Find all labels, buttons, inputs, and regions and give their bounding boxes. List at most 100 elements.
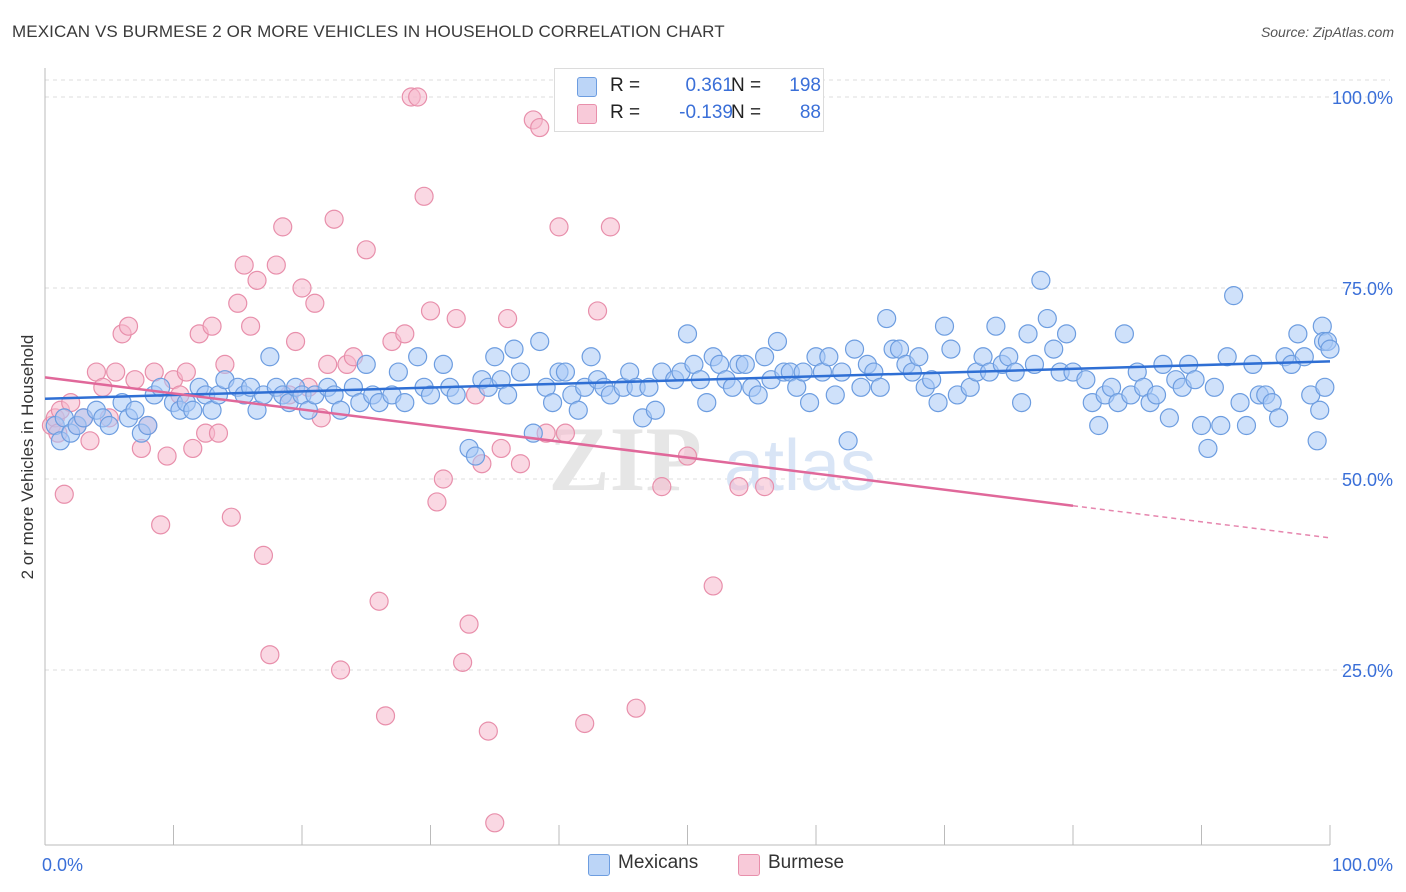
burmese-point — [498, 308, 518, 329]
burmese-point — [459, 614, 479, 634]
burmese-point — [575, 713, 595, 734]
burmese-point — [408, 87, 428, 107]
burmese-point — [510, 454, 531, 474]
mexicans-point — [832, 362, 852, 382]
burmese-point — [176, 362, 196, 382]
burmese-point — [485, 813, 505, 833]
burmese-point — [729, 477, 749, 497]
mexicans-point — [510, 362, 531, 382]
burmese-point — [228, 293, 248, 313]
mexicans-point — [1159, 408, 1179, 428]
burmese-swatch — [738, 854, 760, 876]
burmese-point — [125, 370, 145, 390]
y-tick-label: 100.0% — [1332, 88, 1393, 108]
mexicans-point — [735, 354, 755, 374]
burmese-point — [260, 645, 280, 665]
burmese-trend-line — [44, 376, 1074, 507]
mexicans-point — [934, 316, 955, 336]
mexicans-point — [748, 385, 768, 405]
burmese-point — [600, 217, 621, 237]
burmese-point — [93, 377, 113, 397]
mexicans-point — [1315, 377, 1335, 397]
mexicans-point — [1011, 393, 1032, 413]
watermark: ZIP atlas — [548, 408, 876, 510]
mexicans-point — [555, 362, 576, 382]
burmese-point — [433, 469, 453, 489]
burmese-point — [266, 255, 286, 275]
mexicans-point — [1268, 408, 1289, 428]
mexicans-point — [388, 362, 408, 382]
burmese-point — [491, 438, 511, 459]
mexicans-point — [645, 400, 665, 420]
burmese-point — [157, 446, 177, 466]
mexicans-point — [465, 446, 486, 466]
mexicans-point — [1217, 347, 1237, 367]
burmese-point — [375, 706, 396, 726]
mexicans-point — [1114, 324, 1135, 344]
burmese-point — [221, 507, 241, 527]
burmese-point — [324, 209, 344, 229]
burmese-point — [530, 117, 550, 138]
trend-lines — [44, 360, 1331, 539]
mexicans-point — [138, 415, 158, 436]
burmese-point — [253, 545, 274, 566]
burmese-point — [549, 217, 569, 237]
burmese-point — [202, 316, 222, 336]
mexicans-point — [1310, 400, 1330, 420]
mexicans-point — [125, 400, 145, 420]
mexicans-point — [330, 400, 351, 420]
mexicans-point — [1056, 324, 1077, 344]
mexicans-point — [433, 354, 453, 374]
mexicans-point — [446, 385, 466, 405]
burmese-point — [292, 278, 312, 298]
mexicans-point — [504, 339, 524, 359]
mexicans-point — [825, 385, 845, 405]
mexicans-point — [844, 339, 865, 359]
mexicans-point — [260, 347, 280, 367]
mexicans-swatch — [588, 854, 610, 876]
burmese-point — [285, 331, 306, 352]
burmese-point — [151, 515, 171, 535]
burmese-point — [241, 316, 261, 336]
mexicans-point — [1089, 415, 1109, 436]
burmese-point — [80, 431, 100, 451]
legend-r-label: R = — [610, 102, 641, 123]
mexicans-point — [1037, 308, 1057, 329]
mexicans-point — [754, 347, 775, 367]
legend-r-label: R = — [610, 75, 641, 96]
mexicans-point — [1236, 415, 1257, 436]
mexicans-point — [922, 370, 942, 390]
y-tick-label: 25.0% — [1342, 661, 1393, 681]
burmese-point — [318, 354, 338, 374]
burmese-point — [420, 301, 441, 321]
burmese-point — [208, 423, 229, 443]
burmese-point — [118, 316, 139, 336]
burmese-point — [330, 660, 351, 680]
burmese-point — [356, 240, 376, 260]
mexicans-point — [183, 400, 203, 420]
mexicans-point — [870, 377, 890, 397]
mexicans-point — [395, 393, 415, 413]
burmese-point — [369, 591, 389, 611]
mexicans-point — [1076, 370, 1096, 390]
burmese-point — [652, 477, 672, 497]
y-axis-title: 2 or more Vehicles in Household — [18, 335, 37, 580]
legend-swatch-mexicans — [577, 77, 597, 97]
burmese-point — [106, 362, 126, 382]
burmese-point — [414, 186, 434, 206]
mexicans-point — [1211, 415, 1231, 436]
mexicans-point — [1018, 324, 1038, 344]
mexicans-point — [799, 393, 820, 413]
x-tick-label: 0.0% — [42, 855, 83, 875]
mexicans-point — [420, 385, 441, 405]
mexicans-point — [793, 362, 813, 382]
axes — [44, 68, 1331, 846]
x-tick-label: 100.0% — [1332, 855, 1393, 875]
mexicans-point — [542, 393, 563, 413]
burmese-legend-label: Burmese — [768, 852, 845, 873]
mexicans-point — [99, 415, 119, 436]
mexicans-point — [1153, 354, 1173, 374]
burmese-point — [183, 438, 203, 459]
burmese-point — [626, 698, 646, 718]
legend-r-value: 0.361 — [685, 75, 733, 96]
